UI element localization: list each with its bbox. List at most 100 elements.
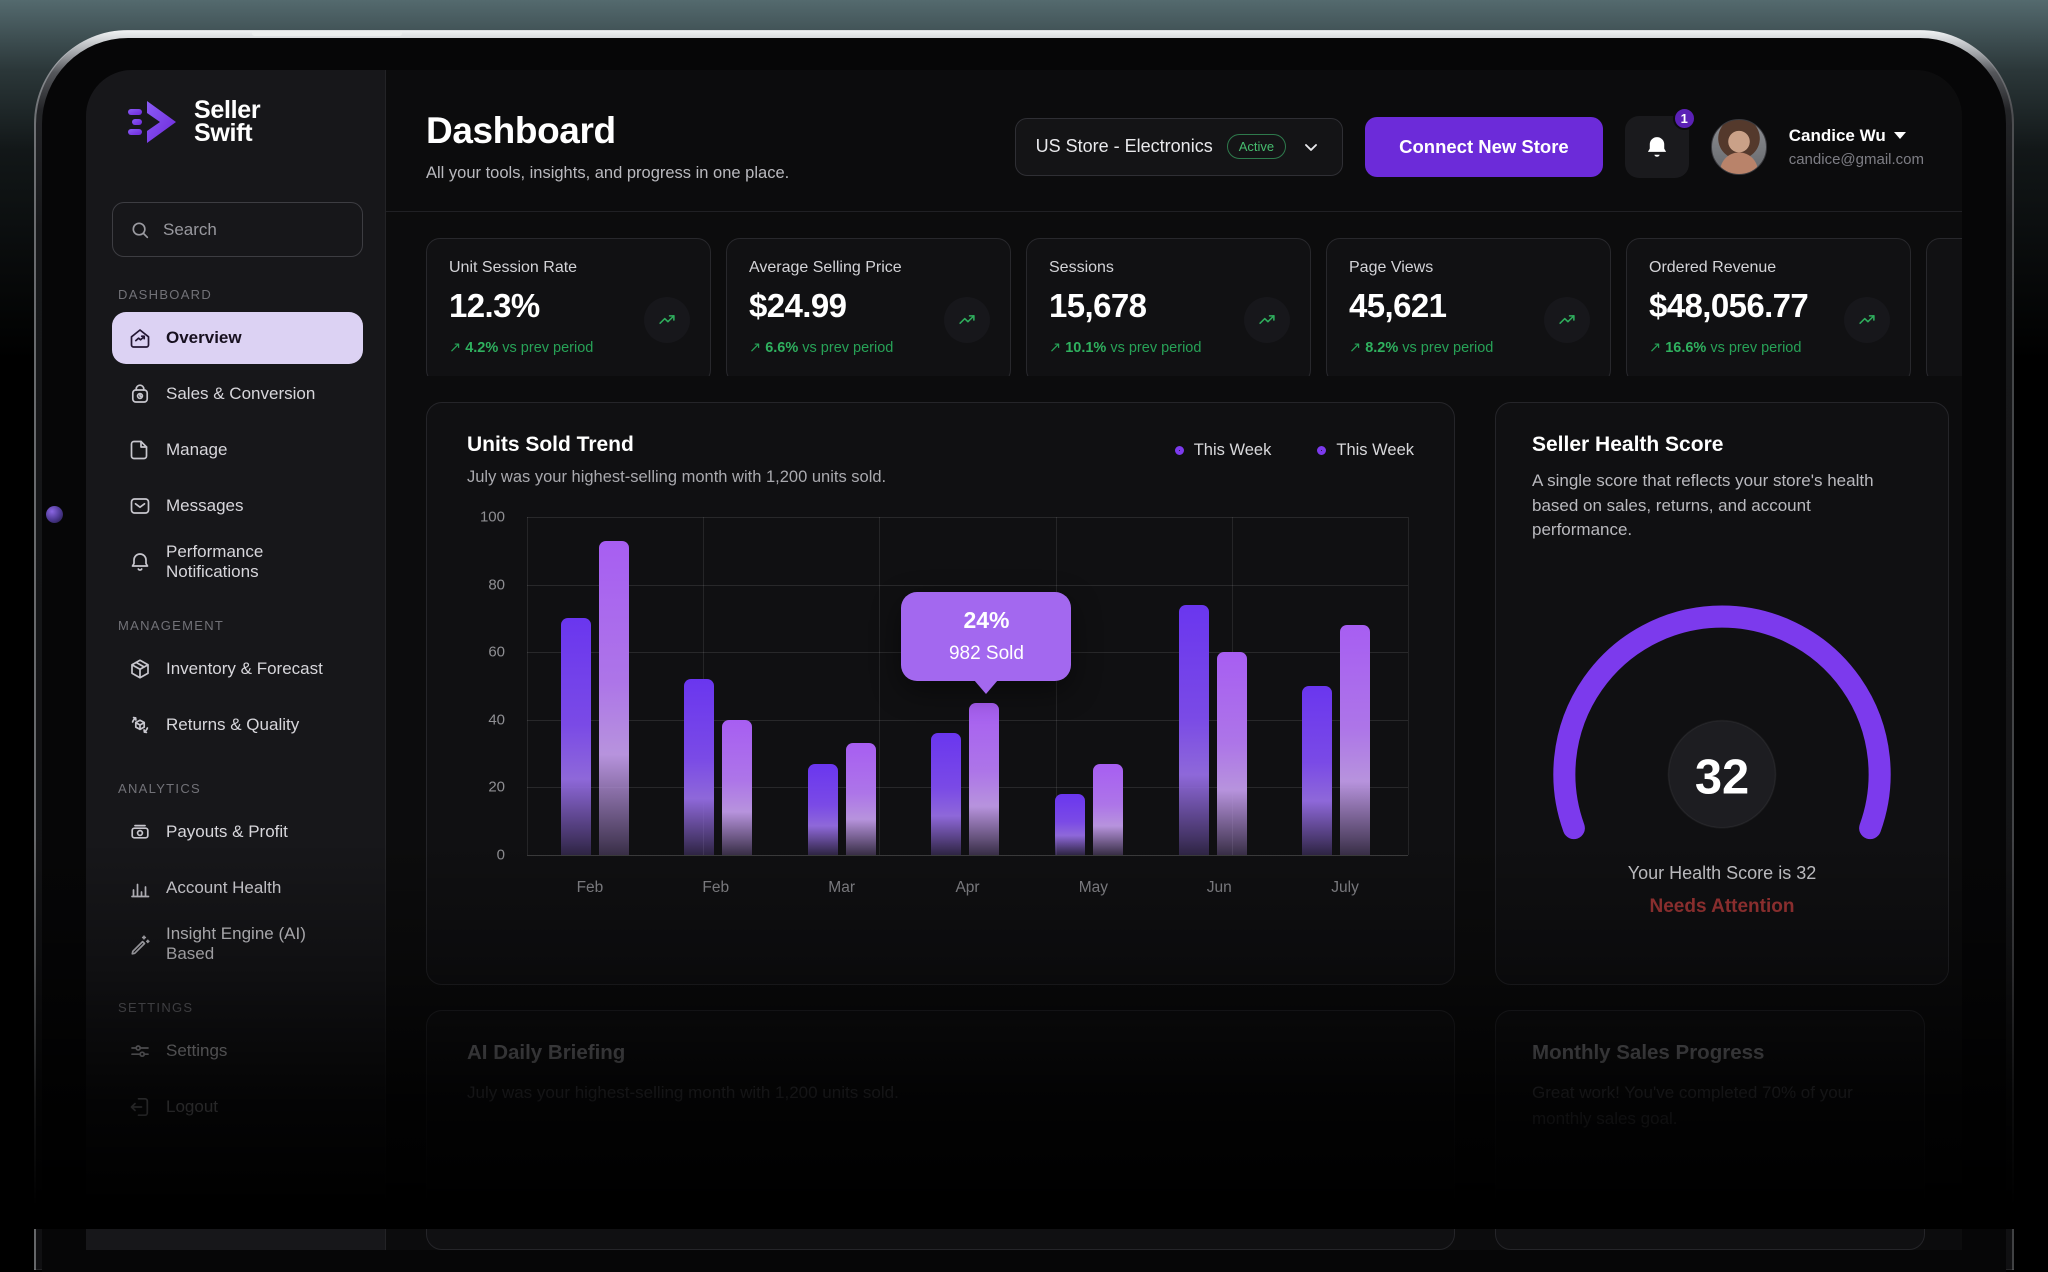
wand-icon xyxy=(128,932,152,956)
sidebar-item-label: Messages xyxy=(166,496,243,516)
bar-this-week-mar[interactable] xyxy=(808,764,838,855)
y-tick: 40 xyxy=(488,711,505,728)
bars-layer: 24%982 Sold xyxy=(527,517,1408,855)
chart-legend: This Week This Week xyxy=(1175,433,1414,460)
bar-this-week-feb[interactable] xyxy=(561,618,591,855)
app-logo[interactable]: Seller Swift xyxy=(126,94,363,150)
bar-this-week-july[interactable] xyxy=(1302,686,1332,855)
store-selector-label: US Store - Electronics xyxy=(1036,136,1213,157)
stat-delta-pct: 8.2% xyxy=(1365,340,1398,356)
stat-label: Page Views xyxy=(1349,259,1588,277)
sidebar-item-inventory-forecast[interactable]: Inventory & Forecast xyxy=(112,643,363,695)
notifications-button[interactable]: 1 xyxy=(1625,116,1689,178)
x-label: May xyxy=(1030,879,1156,897)
bar-this-week-jun[interactable] xyxy=(1179,605,1209,855)
sidebar-item-returns-quality[interactable]: Returns & Quality xyxy=(112,699,363,751)
box-icon xyxy=(128,657,152,681)
nav-section-label: DASHBOARD xyxy=(118,287,363,302)
legend-item-1[interactable]: This Week xyxy=(1317,441,1414,460)
sliders-icon xyxy=(128,1039,152,1063)
sidebar-item-insight-engine-ai-based[interactable]: Insight Engine (AI) Based xyxy=(112,918,363,970)
bar-this-week-feb[interactable] xyxy=(599,541,629,855)
monthly-sales-progress-card: Monthly Sales Progress Great work! You'v… xyxy=(1495,1010,1925,1250)
sidebar-item-messages[interactable]: Messages xyxy=(112,480,363,532)
sidebar-item-label: Inventory & Forecast xyxy=(166,659,323,679)
legend-label: This Week xyxy=(1194,441,1272,460)
bar-group-feb-0 xyxy=(561,517,633,855)
y-tick: 80 xyxy=(488,576,505,593)
stat-label: Sessions xyxy=(1049,259,1288,277)
monthly-subtitle: Great work! You've completed 70% of your… xyxy=(1532,1080,1888,1131)
gridline-h xyxy=(527,855,1408,856)
bar-this-week-may[interactable] xyxy=(1055,794,1085,855)
trend-up-icon xyxy=(1544,297,1590,343)
sidebar-item-logout[interactable]: Logout xyxy=(112,1081,363,1133)
sidebar-item-account-health[interactable]: Account Health xyxy=(112,862,363,914)
stat-delta: ↗ 16.6% vs prev period xyxy=(1649,340,1888,356)
bar-this-week-july[interactable] xyxy=(1340,625,1370,855)
monthly-title: Monthly Sales Progress xyxy=(1532,1041,1888,1065)
search-input[interactable] xyxy=(163,220,346,240)
trend-arrow-icon: ↗ xyxy=(1049,340,1065,356)
stat-delta-suffix: vs prev period xyxy=(1710,340,1801,356)
logo-wordmark: Seller Swift xyxy=(194,99,260,146)
home-trend-icon xyxy=(128,326,152,350)
bar-group-apr-3: 24%982 Sold xyxy=(931,517,1003,855)
stat-delta-suffix: vs prev period xyxy=(1402,340,1493,356)
sidebar-item-label: Returns & Quality xyxy=(166,715,299,735)
bar-this-week-apr[interactable] xyxy=(931,733,961,855)
trend-arrow-icon: ↗ xyxy=(449,340,465,356)
bar-this-week-feb[interactable] xyxy=(684,679,714,855)
page-header: Dashboard All your tools, insights, and … xyxy=(386,70,1962,212)
search-icon xyxy=(129,219,151,241)
sidebar-item-manage[interactable]: Manage xyxy=(112,424,363,476)
tooltip-value: 24% xyxy=(911,607,1061,634)
search-field[interactable] xyxy=(112,202,363,257)
user-name: Candice Wu xyxy=(1789,126,1886,146)
user-email: candice@gmail.com xyxy=(1789,151,1924,168)
sidebar-item-overview[interactable]: Overview xyxy=(112,312,363,364)
notification-count-badge: 1 xyxy=(1673,107,1696,130)
bar-this-week-may[interactable] xyxy=(1093,764,1123,855)
bar-this-week-apr[interactable] xyxy=(969,703,999,855)
trend-up-icon xyxy=(1844,297,1890,343)
chart-title-block: Units Sold Trend July was your highest-s… xyxy=(467,433,886,487)
units-sold-trend-card: Units Sold Trend July was your highest-s… xyxy=(426,402,1455,985)
chart-subtitle: July was your highest-selling month with… xyxy=(467,468,886,487)
legend-item-0[interactable]: This Week xyxy=(1175,441,1272,460)
trend-arrow-icon: ↗ xyxy=(1349,340,1365,356)
main-content: Dashboard All your tools, insights, and … xyxy=(386,70,1962,1250)
sidebar-item-payouts-profit[interactable]: Payouts & Profit xyxy=(112,806,363,858)
store-selector[interactable]: US Store - Electronics Active xyxy=(1015,118,1343,176)
cash-icon xyxy=(128,820,152,844)
sidebar: Seller Swift DASHBOARD Overview Sales & Co… xyxy=(86,70,386,1250)
file-icon xyxy=(128,438,152,462)
trend-up-icon xyxy=(944,297,990,343)
bar-this-week-mar[interactable] xyxy=(846,743,876,855)
bar-this-week-jun[interactable] xyxy=(1217,652,1247,855)
stat-card-ordered-revenue: Ordered Revenue$48,056.77↗ 16.6% vs prev… xyxy=(1626,238,1911,376)
stat-delta: ↗ 10.1% vs prev period xyxy=(1049,340,1288,356)
nav-section-label: MANAGEMENT xyxy=(118,618,363,633)
sidebar-item-sales-conversion[interactable]: Sales & Conversion xyxy=(112,368,363,420)
stat-delta-pct: 10.1% xyxy=(1065,340,1106,356)
seller-swift-logo-icon xyxy=(126,94,184,150)
stat-delta-suffix: vs prev period xyxy=(502,340,593,356)
sidebar-item-performance-notifications[interactable]: Performance Notifications xyxy=(112,536,363,588)
user-menu[interactable]: Candice Wu candice@gmail.com xyxy=(1789,126,1924,168)
connect-new-store-button[interactable]: Connect New Store xyxy=(1365,117,1603,177)
plot-area: 24%982 Sold xyxy=(527,517,1408,855)
bar-this-week-feb[interactable] xyxy=(722,720,752,855)
sidebar-item-label: Manage xyxy=(166,440,227,460)
avatar[interactable] xyxy=(1711,119,1767,175)
gridline-v xyxy=(1408,517,1409,855)
sidebar-item-settings[interactable]: Settings xyxy=(112,1025,363,1077)
chevron-down-icon xyxy=(1300,136,1322,158)
stat-delta-suffix: vs prev period xyxy=(1110,340,1201,356)
sidebar-item-label: Sales & Conversion xyxy=(166,384,315,404)
y-tick: 0 xyxy=(497,847,505,864)
y-tick: 100 xyxy=(480,509,505,526)
health-gauge: 32 xyxy=(1532,585,1912,853)
